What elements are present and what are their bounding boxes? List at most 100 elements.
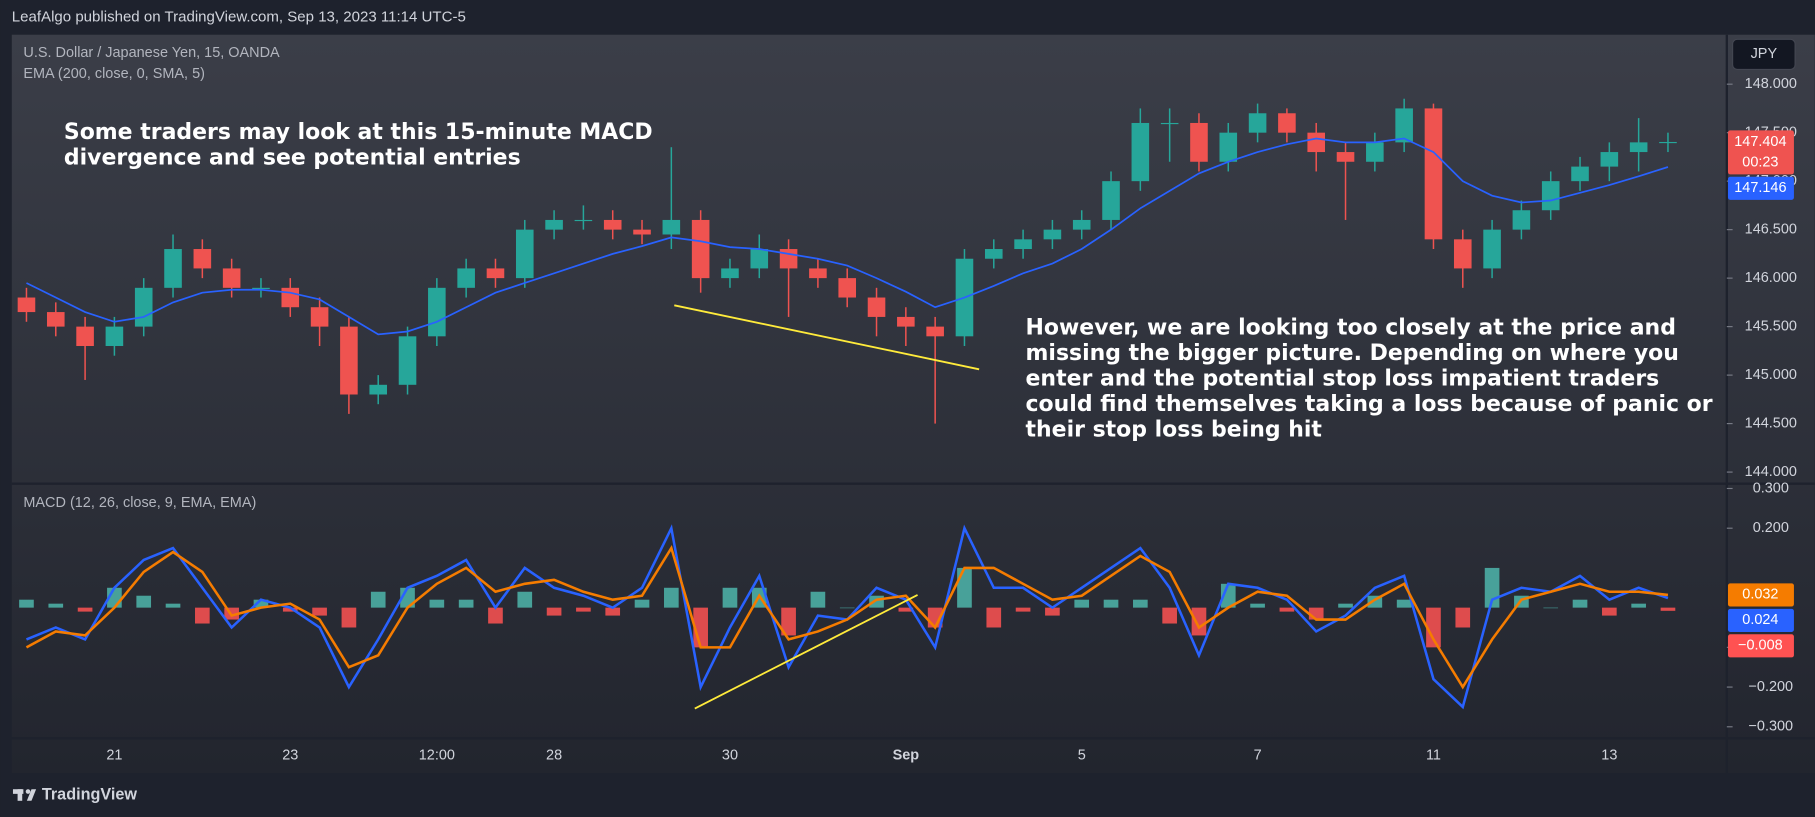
y-tick-label: 0.300 xyxy=(1753,480,1789,496)
x-tick-label: 12:00 xyxy=(419,747,455,763)
histogram-bar xyxy=(165,603,181,608)
annotation-text: divergence and see potential entries xyxy=(64,146,521,171)
candle-body xyxy=(310,307,329,327)
x-tick-label: 7 xyxy=(1254,747,1262,763)
header-text: LeafAlgo published on TradingView.com, S… xyxy=(12,8,466,25)
candle-body xyxy=(984,249,1003,259)
candle-body xyxy=(1307,132,1326,153)
histogram-bar xyxy=(77,607,93,612)
candle-body xyxy=(1424,108,1443,240)
candle-body xyxy=(1160,122,1179,125)
histogram-bar xyxy=(1455,607,1471,628)
y-tick-label: 145.000 xyxy=(1745,367,1797,383)
candle-body xyxy=(1483,229,1501,269)
y-tick-label: −0.200 xyxy=(1748,679,1793,695)
histogram-bar xyxy=(1279,607,1295,612)
candle-body xyxy=(721,268,739,279)
candle-body xyxy=(1629,142,1648,153)
histogram-bar xyxy=(869,595,884,608)
trendline xyxy=(674,304,980,371)
macd-legend: MACD (12, 26, close, 9, EMA, EMA) xyxy=(23,495,256,511)
candle-body xyxy=(76,326,94,347)
histogram-bar xyxy=(1308,607,1324,620)
histogram-bar xyxy=(898,607,914,612)
candle-body xyxy=(1659,141,1677,144)
y-tick-label: 144.000 xyxy=(1745,464,1797,480)
price-tag-label: 147.146 xyxy=(1734,180,1786,196)
candle-body xyxy=(1571,166,1589,182)
candle-body xyxy=(1190,122,1208,162)
x-tick-label: 13 xyxy=(1601,747,1617,763)
ema-legend: EMA (200, close, 0, SMA, 5) xyxy=(23,66,205,82)
histogram-bar xyxy=(1602,607,1617,616)
chart-background xyxy=(11,34,1815,774)
tradingview-logo xyxy=(12,789,37,801)
histogram-bar xyxy=(1074,599,1090,608)
y-tick-label: 146.000 xyxy=(1745,270,1797,286)
y-tick-label: 145.500 xyxy=(1745,318,1797,334)
candle-body xyxy=(1248,113,1267,133)
candle-body xyxy=(1541,181,1560,211)
histogram-bar xyxy=(1191,607,1207,636)
histogram-bar xyxy=(19,599,34,608)
candle-body xyxy=(897,316,915,327)
candle-body xyxy=(1512,210,1531,230)
histogram-bar xyxy=(195,607,210,624)
x-tick-label: 23 xyxy=(282,747,298,763)
candle-body xyxy=(838,278,857,298)
price-tag xyxy=(1727,130,1794,175)
price-tag-label: 147.404 xyxy=(1734,134,1786,150)
x-tick-label: 11 xyxy=(1426,747,1441,763)
macd-line xyxy=(25,544,1669,690)
footer-brand: TradingView xyxy=(42,785,137,803)
price-tag-label: 00:23 xyxy=(1742,155,1778,171)
candle-body xyxy=(134,287,153,327)
histogram-bar xyxy=(957,567,972,608)
candle-body xyxy=(691,219,710,279)
histogram-bar xyxy=(634,599,650,608)
candle-body xyxy=(398,336,417,385)
histogram-bar xyxy=(1396,599,1412,608)
logo-part xyxy=(25,789,31,794)
candle-body xyxy=(574,219,593,222)
candle-body xyxy=(809,268,827,279)
histogram-bar xyxy=(986,607,1002,628)
x-tick-label: Sep xyxy=(893,747,920,763)
currency-button[interactable] xyxy=(1732,38,1796,71)
candle-body xyxy=(515,229,534,279)
histogram-bar xyxy=(429,599,445,608)
price-tag xyxy=(1727,608,1794,632)
candle-body xyxy=(1336,152,1355,162)
histogram-bar xyxy=(370,591,386,608)
x-tick-label: 5 xyxy=(1078,747,1086,763)
price-tag xyxy=(1727,176,1794,200)
candle-body xyxy=(750,249,769,269)
currency-label[interactable]: JPY xyxy=(1751,46,1778,62)
histogram-bar xyxy=(517,591,533,608)
y-tick-label: 0.200 xyxy=(1753,520,1789,536)
histogram-bar xyxy=(1133,599,1148,608)
candle-body xyxy=(1453,239,1472,269)
histogram-bar xyxy=(282,607,298,612)
price-tag xyxy=(1727,634,1794,658)
candle-body xyxy=(193,249,212,269)
candle-body xyxy=(17,297,36,313)
candle-body xyxy=(603,219,622,230)
logo-part xyxy=(17,789,23,801)
annotation-text: enter and the potential stop loss impati… xyxy=(1026,367,1660,392)
histogram-bar xyxy=(1103,599,1119,608)
candle-body xyxy=(457,268,475,288)
histogram-bar xyxy=(605,607,621,616)
y-tick-label: 144.500 xyxy=(1745,415,1797,431)
candle-body xyxy=(1600,152,1619,167)
candle-body xyxy=(1131,122,1150,182)
histogram-bar xyxy=(1250,603,1265,608)
annotation-text: could find themselves taking a loss beca… xyxy=(1026,392,1713,417)
price-tag-label: −0.008 xyxy=(1738,638,1783,654)
histogram-bar xyxy=(488,607,503,624)
histogram-bar xyxy=(664,587,679,608)
histogram-bar xyxy=(253,599,269,608)
histogram-bar xyxy=(341,607,357,628)
candle-body xyxy=(545,219,563,230)
